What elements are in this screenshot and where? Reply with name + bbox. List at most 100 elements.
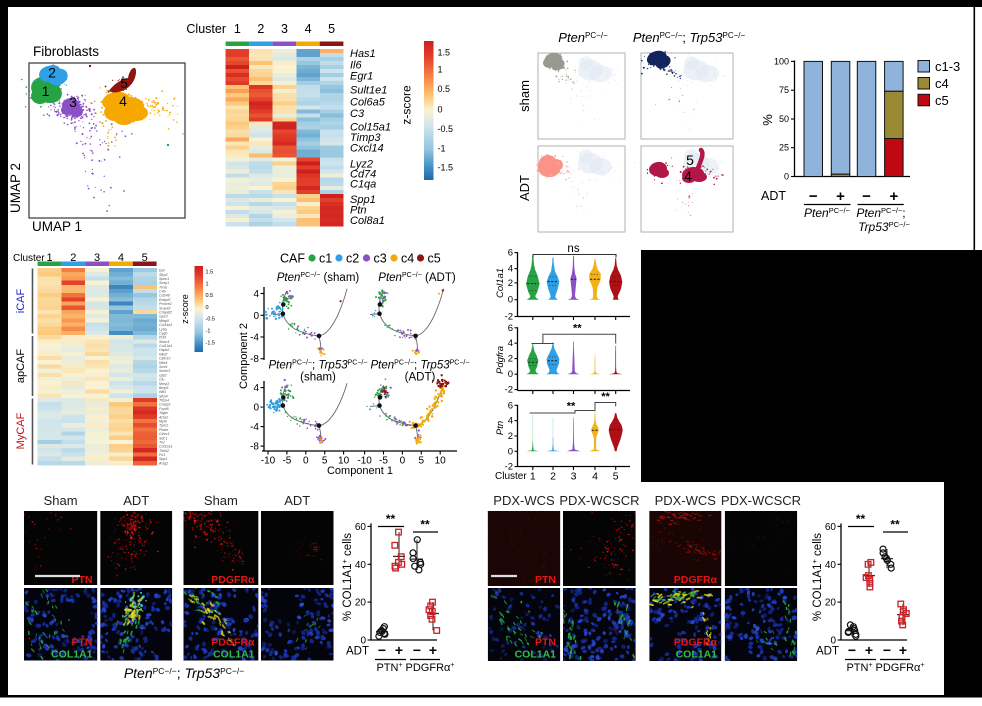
svg-text:Gjb2: Gjb2 [159, 373, 167, 377]
svg-text:Scara5: Scara5 [159, 306, 170, 310]
svg-text:-2: -2 [505, 312, 513, 323]
svg-text:−: − [378, 642, 386, 658]
svg-text:+: + [836, 188, 845, 205]
svg-text:Entpd2: Entpd2 [159, 298, 170, 302]
svg-text:MyCAF: MyCAF [15, 412, 27, 449]
svg-text:PTN+: PTN+ [376, 662, 402, 674]
svg-text:5: 5 [142, 252, 148, 264]
svg-text:PTN: PTN [535, 637, 556, 649]
svg-text:-1.5: -1.5 [438, 162, 454, 172]
svg-text:PDX-WCSCR: PDX-WCSCR [559, 493, 639, 508]
svg-text:ADT: ADT [346, 646, 369, 658]
svg-text:Sfrp2: Sfrp2 [159, 273, 168, 277]
svg-text:Crispld2: Crispld2 [159, 311, 172, 315]
svg-text:Cd248: Cd248 [159, 294, 170, 298]
svg-text:-5: -5 [282, 456, 291, 467]
svg-text:0: 0 [508, 295, 513, 306]
svg-text:Cthrc1: Cthrc1 [159, 432, 170, 436]
svg-text:c4: c4 [401, 252, 414, 266]
svg-text:-1: -1 [438, 143, 446, 153]
svg-text:Crabp1: Crabp1 [159, 403, 171, 407]
svg-text:PtenPC−/−: PtenPC−/− [804, 206, 851, 220]
svg-text:Ptn: Ptn [495, 421, 506, 435]
svg-text:Col8a1: Col8a1 [350, 215, 385, 227]
svg-text:6: 6 [508, 248, 513, 259]
svg-text:Cldn10: Cldn10 [159, 357, 170, 361]
svg-text:0: 0 [400, 456, 406, 467]
svg-text:+: + [429, 642, 437, 658]
svg-text:Has1: Has1 [350, 48, 376, 60]
svg-text:Lyz2: Lyz2 [350, 158, 373, 170]
svg-text:+: + [395, 642, 403, 658]
svg-text:Smim3: Smim3 [159, 369, 170, 373]
svg-text:2: 2 [48, 65, 56, 81]
svg-text:3: 3 [94, 252, 100, 264]
svg-text:**: ** [420, 518, 430, 532]
svg-text:Col13a1: Col13a1 [159, 344, 172, 348]
svg-text:c4: c4 [935, 76, 949, 91]
svg-text:40: 40 [355, 560, 367, 571]
svg-text:**: ** [890, 518, 900, 532]
svg-text:1.5: 1.5 [206, 270, 214, 276]
svg-text:−: − [809, 188, 818, 205]
svg-text:-2: -2 [505, 385, 513, 396]
svg-text:0: 0 [360, 636, 366, 647]
svg-text:3: 3 [571, 471, 577, 483]
svg-text:Pcolce2: Pcolce2 [159, 302, 172, 306]
svg-text:-10: -10 [357, 456, 372, 467]
svg-text:PtenPC−/−: PtenPC−/− [558, 30, 608, 45]
svg-text:ADT: ADT [761, 189, 786, 203]
svg-text:4: 4 [253, 383, 259, 394]
svg-text:Trp53PC−/−: Trp53PC−/− [858, 220, 910, 234]
svg-text:Sham: Sham [204, 493, 238, 508]
svg-text:60: 60 [355, 522, 367, 533]
svg-text:Hspb2: Hspb2 [159, 348, 169, 352]
svg-text:-8: -8 [250, 354, 259, 365]
svg-text:6: 6 [508, 323, 513, 334]
svg-text:-0.5: -0.5 [438, 124, 454, 134]
svg-text:PDGFRα: PDGFRα [211, 637, 255, 649]
svg-text:Wif1: Wif1 [159, 390, 166, 394]
svg-text:COL1A1: COL1A1 [676, 649, 718, 661]
svg-text:Fn1: Fn1 [159, 453, 165, 457]
svg-text:0: 0 [508, 369, 513, 380]
svg-text:COL1A1: COL1A1 [515, 649, 557, 661]
svg-text:Tpm2: Tpm2 [159, 424, 168, 428]
svg-text:**: ** [601, 391, 610, 403]
svg-text:PDGFRα: PDGFRα [674, 574, 718, 586]
svg-text:Sbsn4: Sbsn4 [159, 340, 169, 344]
svg-text:ADT: ADT [517, 175, 532, 201]
svg-text:c1-3: c1-3 [935, 59, 960, 74]
svg-text:0: 0 [438, 105, 443, 115]
svg-text:Mmp3: Mmp3 [159, 382, 169, 386]
svg-text:**: ** [386, 512, 396, 526]
svg-text:Col15a1: Col15a1 [350, 122, 391, 134]
svg-text:5: 5 [322, 456, 328, 467]
svg-text:4: 4 [253, 289, 259, 300]
svg-text:PtenPC−/−; Trp53PC−/−: PtenPC−/−; Trp53PC−/− [633, 30, 746, 45]
svg-text:CAF: CAF [280, 252, 305, 266]
svg-text:Col12a1: Col12a1 [159, 445, 172, 449]
svg-text:-10: -10 [261, 456, 276, 467]
svg-text:Acta2: Acta2 [158, 415, 168, 419]
svg-text:-0.5: -0.5 [206, 317, 215, 323]
svg-text:Wnt4: Wnt4 [159, 361, 167, 365]
svg-text:ADT: ADT [123, 493, 149, 508]
svg-text:C3: C3 [350, 108, 365, 120]
svg-text:PtenPC−/− (sham): PtenPC−/− (sham) [277, 272, 360, 284]
svg-text:iCAF: iCAF [15, 289, 27, 314]
svg-text:20: 20 [825, 598, 837, 609]
svg-text:1.5: 1.5 [438, 48, 451, 58]
svg-text:Sham: Sham [44, 493, 78, 508]
svg-text:2: 2 [70, 252, 76, 264]
svg-text:Col14a1: Col14a1 [159, 323, 172, 327]
svg-text:1: 1 [206, 281, 209, 287]
svg-text:UMAP 1: UMAP 1 [32, 219, 82, 234]
svg-text:4: 4 [684, 168, 692, 184]
svg-text:10: 10 [338, 456, 350, 467]
svg-text:Thbs2: Thbs2 [159, 449, 169, 453]
svg-text:Spp1: Spp1 [159, 457, 167, 461]
svg-text:**: ** [856, 512, 866, 526]
svg-text:Sdc1: Sdc1 [159, 436, 167, 440]
svg-text:Cluster: Cluster [495, 471, 527, 482]
